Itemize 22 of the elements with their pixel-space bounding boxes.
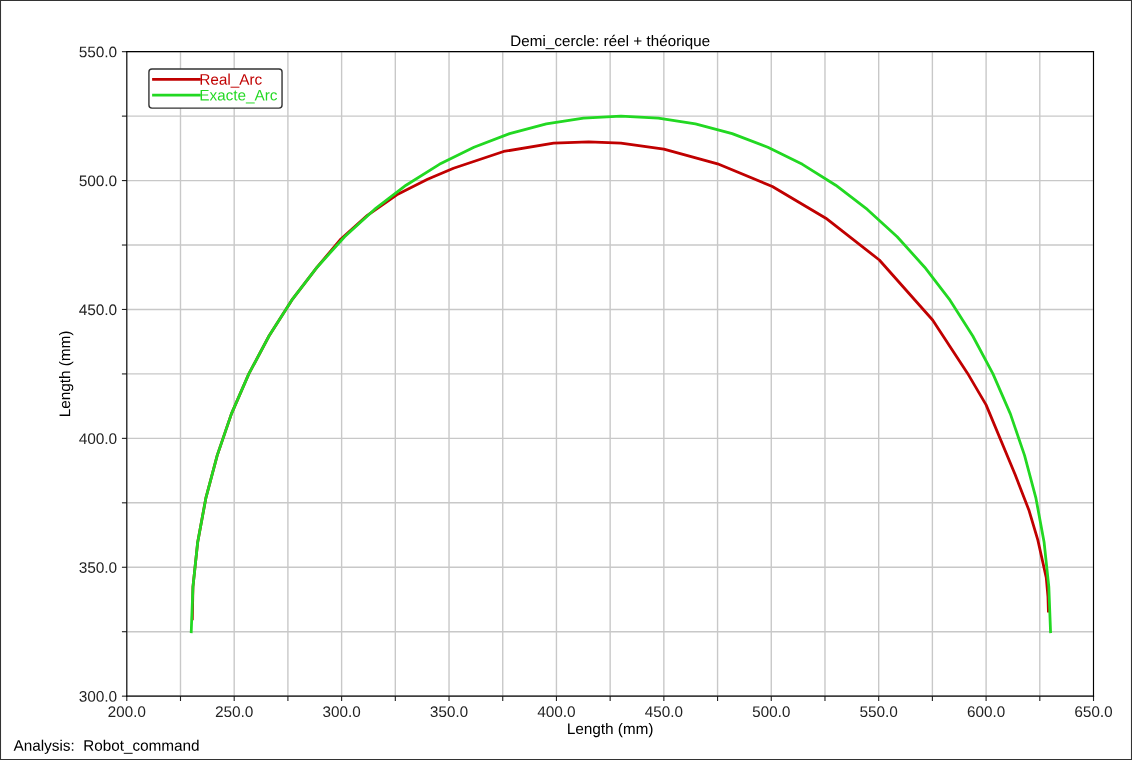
x-tick-label: 300.0 bbox=[323, 706, 361, 718]
y-axis-title: Length (mm) bbox=[59, 331, 74, 416]
legend-label: Exacte_Arc bbox=[200, 89, 278, 104]
y-tick-label: 450.0 bbox=[79, 304, 117, 316]
y-tick-label: 550.0 bbox=[79, 46, 117, 58]
x-tick-label: 350.0 bbox=[430, 706, 468, 718]
x-axis-title: Length (mm) bbox=[568, 722, 653, 738]
x-tick-label: 650.0 bbox=[1075, 706, 1113, 718]
y-tick-label: 300.0 bbox=[79, 691, 117, 702]
x-tick-label: 550.0 bbox=[860, 706, 898, 718]
text: Analysis: Robot_command bbox=[13, 739, 199, 754]
y-tick-label: 350.0 bbox=[79, 562, 117, 573]
x-tick-label: 250.0 bbox=[215, 706, 253, 718]
x-tick-label: 450.0 bbox=[645, 706, 683, 718]
x-tick-label: 200.0 bbox=[108, 706, 146, 718]
x-tick-label: 600.0 bbox=[967, 706, 1005, 718]
x-tick-label: 500.0 bbox=[752, 706, 790, 718]
y-tick-label: 400.0 bbox=[79, 433, 117, 445]
x-tick-label: 400.0 bbox=[537, 706, 575, 718]
chart-title: Demi_cercle: réel + théorique bbox=[511, 34, 710, 50]
y-tick-label: 500.0 bbox=[79, 175, 117, 187]
legend-label: Real_Arc bbox=[200, 73, 262, 88]
